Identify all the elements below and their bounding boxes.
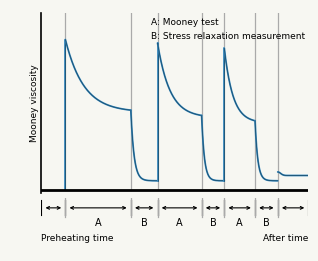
Text: Preheating time: Preheating time bbox=[41, 234, 114, 243]
Text: A: A bbox=[236, 218, 243, 228]
Text: B: B bbox=[263, 218, 270, 228]
Y-axis label: Mooney viscosity: Mooney viscosity bbox=[30, 64, 38, 142]
Text: B: B bbox=[210, 218, 216, 228]
Text: A: Mooney test
B: Stress relaxation measurement: A: Mooney test B: Stress relaxation meas… bbox=[151, 19, 305, 41]
Text: A: A bbox=[95, 218, 101, 228]
Text: B: B bbox=[141, 218, 148, 228]
Text: A: A bbox=[176, 218, 183, 228]
Text: After time: After time bbox=[263, 234, 308, 243]
